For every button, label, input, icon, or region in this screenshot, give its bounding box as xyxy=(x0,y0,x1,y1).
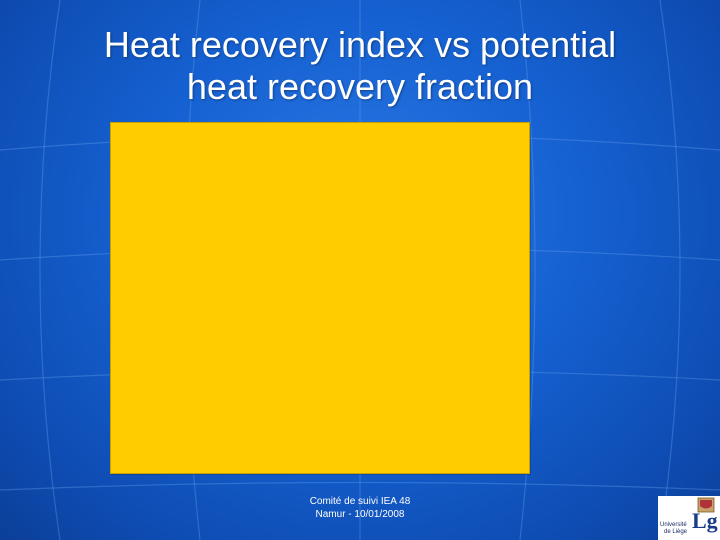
logo-text-line2: de Liège xyxy=(664,529,688,535)
university-logo: Université de Liège Lg xyxy=(658,496,720,540)
slide-title-line1: Heat recovery index vs potential xyxy=(103,24,617,65)
logo-crest-icon xyxy=(697,497,715,513)
slide-title-line2: heat recovery fraction xyxy=(186,66,534,107)
logo-text-line1: Université xyxy=(660,522,687,528)
logo-text: Université de Liège xyxy=(660,522,687,536)
slide-footer: Comité de suivi IEA 48 Namur - 10/01/200… xyxy=(260,495,460,521)
logo-mark: Lg xyxy=(692,508,718,533)
content-placeholder-box xyxy=(110,122,530,474)
slide-title: Heat recovery index vs potential heat re… xyxy=(40,24,680,108)
footer-line2: Namur - 10/01/2008 xyxy=(315,509,405,520)
footer-line1: Comité de suivi IEA 48 xyxy=(309,496,411,507)
